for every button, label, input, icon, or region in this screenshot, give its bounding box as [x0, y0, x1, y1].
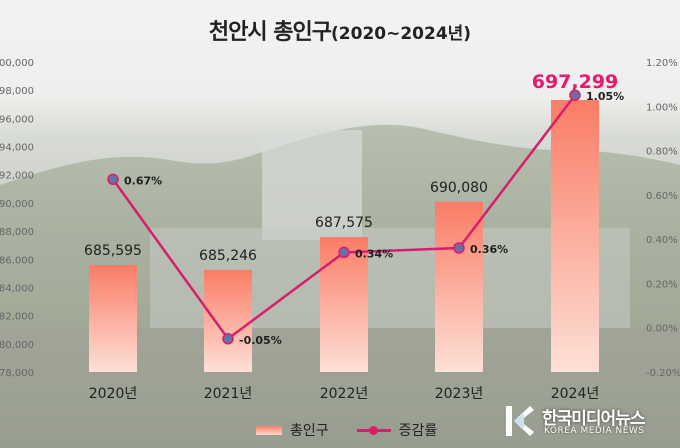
legend-swatch-line	[356, 425, 391, 435]
logo-k-icon	[506, 406, 534, 436]
rate-value-label: 0.36%	[470, 243, 508, 256]
watermark-name: 한국미디어뉴스	[542, 409, 645, 429]
left-tick-label: 692,000	[0, 171, 34, 182]
chart-title: 천안시 총인구(2020~2024년)	[208, 20, 472, 45]
right-tick-label: 0.40%	[646, 235, 678, 246]
bar-value-label: 690,080	[430, 180, 488, 196]
bar-2020년	[89, 264, 137, 372]
left-tick-label: 680,000	[0, 340, 34, 351]
left-tick-label: 694,000	[0, 143, 34, 154]
rate-value-label: -0.05%	[239, 334, 282, 347]
right-tick-label: 1.20%	[646, 58, 678, 69]
right-tick-label: 0.80%	[646, 147, 678, 158]
bar-value-label: 685,246	[199, 248, 257, 264]
bar-value-label: 697,299	[532, 71, 619, 93]
category-label: 2023년	[435, 386, 484, 402]
watermark-logo: 한국미디어뉴스 KOREA MEDIA NEWS	[504, 402, 674, 442]
left-tick-label: 696,000	[0, 114, 34, 125]
left-tick-label: 700,000	[0, 58, 34, 69]
bar-value-label: 687,575	[315, 215, 373, 231]
rate-value-label: 0.67%	[124, 174, 162, 187]
bar-value-label: 685,595	[84, 243, 142, 259]
rate-point	[453, 242, 465, 254]
legend-item-population: 총인구	[256, 420, 329, 440]
left-axis: 678,000 680,000 682,000 684,000 686,000 688,0…	[0, 58, 34, 379]
right-tick-label: 1.00%	[646, 102, 678, 113]
left-tick-label: 682,000	[0, 312, 34, 323]
rate-value-label: 0.34%	[355, 247, 393, 260]
left-tick-label: 698,000	[0, 86, 34, 97]
bar-2021년	[204, 269, 252, 372]
bar-2024년	[551, 100, 599, 373]
category-label: 2020년	[89, 386, 138, 402]
right-tick-label: -0.20%	[646, 368, 680, 379]
category-label: 2024년	[551, 386, 600, 402]
rate-point	[107, 173, 119, 186]
left-tick-label: 686,000	[0, 255, 34, 266]
watermark-sub: KOREA MEDIA NEWS	[544, 426, 645, 436]
left-tick-label: 688,000	[0, 227, 34, 238]
category-label: 2022년	[320, 386, 369, 402]
right-axis: -0.20% 0.00% 0.20% 0.40% 0.60% 0.80% 1.00% 1.20…	[646, 58, 680, 379]
left-tick-label: 690,000	[0, 199, 34, 210]
legend-label-rate: 증감률	[398, 423, 438, 439]
rate-point	[338, 246, 350, 259]
legend-item-rate: 증감률	[356, 420, 438, 440]
legend-label-population: 총인구	[290, 423, 329, 439]
rate-point	[222, 333, 234, 345]
legend-swatch-bar	[256, 425, 282, 435]
category-label: 2021년	[204, 386, 253, 402]
rate-point	[569, 89, 581, 101]
left-tick-label: 684,000	[0, 283, 34, 294]
left-tick-label: 678,000	[0, 368, 34, 379]
right-tick-label: 0.60%	[646, 191, 678, 202]
bar-2022년	[320, 237, 368, 372]
right-tick-label: 0.00%	[646, 324, 678, 335]
bar-2023년	[435, 201, 483, 372]
rate-value-label: 1.05%	[586, 90, 624, 103]
legend: 총인구 증감률	[256, 418, 455, 442]
right-tick-label: 0.20%	[646, 279, 678, 290]
